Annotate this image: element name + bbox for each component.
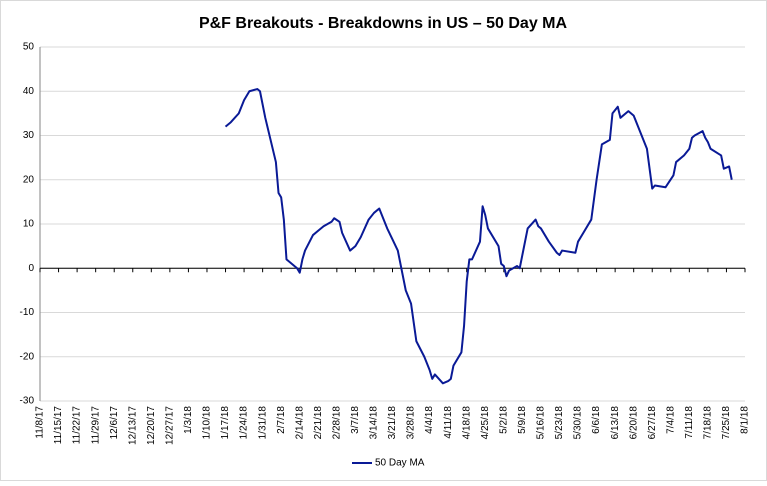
y-tick-label: 0	[28, 263, 34, 274]
x-tick-label: 12/13/17	[127, 406, 138, 445]
x-tick-label: 6/6/18	[591, 406, 602, 434]
legend-label: 50 Day MA	[375, 458, 425, 469]
x-tick-label: 6/27/18	[647, 406, 658, 440]
x-tick-label: 12/6/17	[109, 406, 120, 440]
x-tick-label: 2/14/18	[294, 406, 305, 440]
x-tick-label: 6/13/18	[610, 406, 621, 440]
y-tick-label: -30	[20, 396, 35, 407]
y-tick-label: 40	[23, 86, 35, 97]
x-tick-label: 1/3/18	[183, 406, 194, 434]
x-tick-label: 5/9/18	[517, 406, 528, 434]
x-tick-label: 3/14/18	[369, 406, 380, 440]
y-tick-label: 20	[23, 174, 35, 185]
x-tick-label: 5/30/18	[573, 406, 584, 440]
x-tick-label: 11/8/17	[35, 406, 46, 439]
y-tick-label: 50	[23, 42, 35, 53]
x-tick-label: 12/27/17	[165, 406, 176, 445]
x-tick-label: 3/21/18	[387, 406, 398, 440]
x-tick-label: 8/1/18	[740, 406, 751, 434]
x-tick-label: 2/28/18	[331, 406, 342, 440]
x-tick-label: 11/15/17	[53, 406, 64, 445]
y-tick-label: 30	[23, 130, 35, 141]
x-tick-label: 4/18/18	[461, 406, 472, 440]
x-tick-label: 5/16/18	[536, 406, 547, 440]
x-tick-label: 1/17/18	[220, 406, 231, 440]
x-tick-label: 11/29/17	[90, 406, 101, 445]
x-tick-label: 5/2/18	[498, 406, 509, 434]
x-tick-label: 7/18/18	[703, 406, 714, 440]
x-tick-label: 4/4/18	[424, 406, 435, 434]
x-tick-label: 7/4/18	[665, 406, 676, 434]
x-tick-label: 1/31/18	[257, 406, 268, 440]
x-tick-label: 3/7/18	[350, 406, 361, 434]
x-tick-label: 1/10/18	[202, 406, 213, 440]
x-tick-label: 6/20/18	[628, 406, 639, 440]
x-tick-label: 4/11/18	[443, 406, 454, 439]
chart-title: P&F Breakouts - Breakdowns in US – 50 Da…	[199, 15, 568, 32]
x-tick-label: 1/24/18	[239, 406, 250, 440]
x-tick-label: 2/7/18	[276, 406, 287, 434]
x-tick-label: 5/23/18	[554, 406, 565, 440]
data-line	[224, 88, 733, 385]
x-tick-label: 2/21/18	[313, 406, 324, 440]
x-tick-label: 7/25/18	[721, 406, 732, 440]
x-tick-label: 4/25/18	[480, 406, 491, 440]
y-tick-label: -20	[20, 351, 35, 362]
x-tick-label: 7/11/18	[684, 406, 695, 439]
x-tick-label: 12/20/17	[146, 406, 157, 445]
y-tick-label: -10	[20, 307, 35, 318]
x-tick-label: 11/22/17	[72, 406, 83, 445]
y-tick-label: 10	[23, 219, 35, 230]
x-tick-label: 3/28/18	[406, 406, 417, 440]
